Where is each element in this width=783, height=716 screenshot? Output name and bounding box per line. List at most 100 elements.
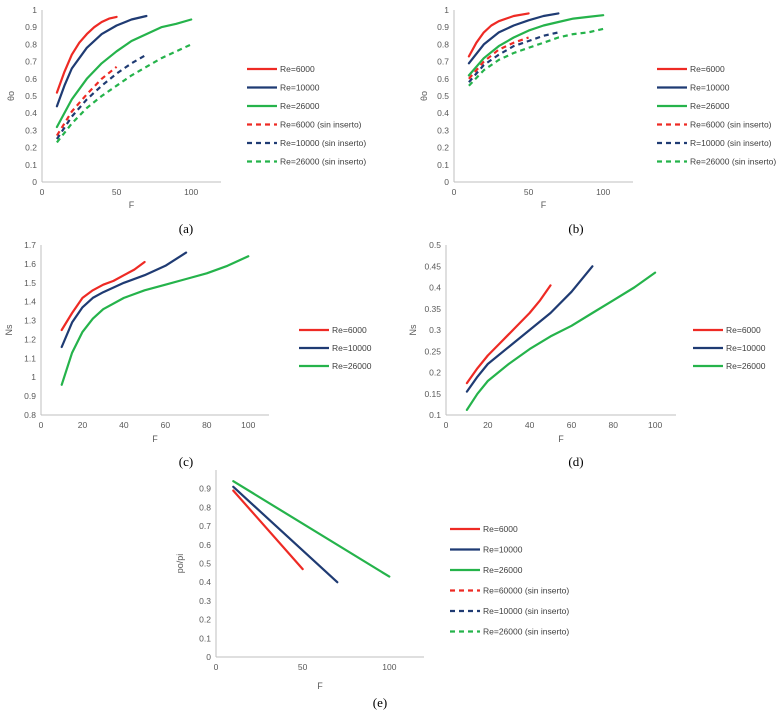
- legend-label: R=10000 (sin inserto): [690, 138, 772, 148]
- y-tick-label: 1.6: [24, 259, 36, 269]
- legend-label: Re=10000 (sin inserto): [483, 606, 569, 616]
- legend-label: Re=6000: [332, 325, 367, 335]
- y-tick-label: 0.45: [424, 261, 441, 271]
- legend-label: Re=6000 (sin inserto): [690, 120, 772, 130]
- series-line: [465, 265, 594, 393]
- x-tick-label: 100: [241, 420, 255, 430]
- y-tick-label: 0.2: [429, 368, 441, 378]
- series-line: [468, 31, 559, 83]
- x-tick-label: 50: [112, 187, 122, 197]
- series-line: [465, 271, 657, 411]
- y-tick-label: 0.8: [24, 410, 36, 420]
- y-tick-label: 0: [32, 177, 37, 187]
- series-line: [60, 251, 188, 349]
- series-line: [55, 14, 148, 108]
- chart-caption: (b): [568, 221, 583, 236]
- y-tick-label: 1.2: [24, 334, 36, 344]
- legend-label: Re=6000: [690, 64, 725, 74]
- y-tick-label: 0.7: [199, 521, 211, 531]
- y-tick-label: 0.3: [25, 125, 37, 135]
- legend-label: Re=26000 (sin inserto): [483, 627, 569, 637]
- series-line: [467, 14, 605, 77]
- series-line: [232, 485, 339, 584]
- y-tick-label: 0.2: [25, 143, 37, 153]
- series-line: [60, 255, 250, 386]
- y-tick-label: 0.1: [429, 410, 441, 420]
- x-tick-label: 60: [161, 420, 171, 430]
- y-axis-label: Ns: [4, 324, 14, 335]
- x-tick-label: 60: [567, 420, 577, 430]
- chart-caption: (c): [179, 454, 193, 469]
- legend-label: Re=26000: [483, 565, 523, 575]
- y-tick-label: 0: [444, 177, 449, 187]
- y-tick-label: 0.9: [25, 22, 37, 32]
- y-tick-label: 0.6: [199, 540, 211, 550]
- x-tick-label: 20: [483, 420, 493, 430]
- x-tick-label: 50: [298, 662, 308, 672]
- y-tick-label: 0.5: [25, 91, 37, 101]
- y-tick-label: 0.15: [424, 389, 441, 399]
- x-tick-label: 100: [648, 420, 662, 430]
- series-line: [465, 284, 552, 385]
- legend-label: Re=26000 (sin inserto): [690, 157, 776, 167]
- x-axis-label: F: [541, 200, 547, 210]
- x-tick-label: 40: [525, 420, 535, 430]
- legend-label: Re=26000: [280, 101, 320, 111]
- x-tick-label: 100: [382, 662, 396, 672]
- x-axis-label: F: [129, 200, 135, 210]
- y-tick-label: 0.8: [25, 39, 37, 49]
- legend-label: Re=6000: [483, 524, 518, 534]
- y-tick-label: 0.9: [437, 22, 449, 32]
- y-tick-label: 0.8: [437, 39, 449, 49]
- y-tick-label: 0.25: [424, 346, 441, 356]
- legend-label: Re=60000 (sin inserto): [483, 586, 569, 596]
- chart-c: 0.8 0.9 1 1.1 1.2 1.3 1.4 1.5 1.6 1.7 0 20 40 60 80 100…: [4, 240, 372, 469]
- y-tick-label: 0.9: [24, 391, 36, 401]
- x-tick-label: 0: [40, 187, 45, 197]
- y-tick-label: 0.1: [437, 160, 449, 170]
- series-line: [468, 36, 529, 80]
- y-tick-label: 1: [444, 5, 449, 15]
- y-tick-label: 0.9: [199, 484, 211, 494]
- legend-label: Re=26000 (sin inserto): [280, 157, 366, 167]
- y-tick-label: 0.35: [424, 304, 441, 314]
- legend-label: Re=6000 (sin inserto): [280, 120, 362, 130]
- y-axis-label: θo: [419, 91, 429, 101]
- series-line: [232, 480, 391, 578]
- y-tick-label: 1.4: [24, 297, 36, 307]
- y-tick-label: 1.3: [24, 316, 36, 326]
- y-tick-label: 0.7: [25, 57, 37, 67]
- legend-label: Re=6000: [280, 64, 315, 74]
- series-line: [60, 260, 146, 332]
- y-tick-label: 0.5: [199, 559, 211, 569]
- x-tick-label: 0: [214, 662, 219, 672]
- y-tick-label: 0.5: [429, 240, 441, 250]
- chart-b: 0 0.1 0.2 0.3 0.4 0.5 0.6 0.7 0.8 0.9 1 0 50 100 Fθo Re…: [419, 5, 776, 236]
- series-line: [55, 15, 118, 94]
- x-tick-label: 50: [524, 187, 534, 197]
- y-tick-label: 0.2: [437, 143, 449, 153]
- y-tick-label: 0.4: [199, 577, 211, 587]
- x-axis-label: F: [152, 434, 158, 444]
- legend-label: Re=10000: [483, 545, 523, 555]
- chart-d: 0.1 0.15 0.2 0.25 0.3 0.35 0.4 0.45 0.5 0 20 40 60 80…: [408, 240, 766, 469]
- chart-e: 0 0.1 0.2 0.3 0.4 0.5 0.6 0.7 0.8 0.9 0 50 100 Fpo/pi…: [175, 470, 569, 710]
- chart-caption: (d): [568, 454, 583, 469]
- y-axis-label: Ns: [408, 324, 418, 335]
- legend-label: Re=10000: [690, 83, 730, 93]
- y-tick-label: 0.3: [437, 125, 449, 135]
- y-tick-label: 0.7: [437, 57, 449, 67]
- chart-a: 0 0.1 0.2 0.3 0.4 0.5 0.6 0.7 0.8 0.9 1 0 50 100 Fθo Re…: [6, 5, 366, 236]
- legend-label: Re=10000: [332, 343, 372, 353]
- series-line: [55, 18, 193, 129]
- y-tick-label: 0.1: [199, 633, 211, 643]
- legend-label: Re=10000: [726, 343, 766, 353]
- y-tick-label: 0.6: [25, 74, 37, 84]
- y-tick-label: 0.4: [25, 108, 37, 118]
- y-tick-label: 1: [32, 5, 37, 15]
- x-axis-label: F: [317, 681, 323, 691]
- y-tick-label: 0.1: [25, 160, 37, 170]
- x-tick-label: 100: [596, 187, 610, 197]
- y-axis-label: po/pi: [175, 554, 185, 574]
- chart-caption: (e): [373, 695, 387, 710]
